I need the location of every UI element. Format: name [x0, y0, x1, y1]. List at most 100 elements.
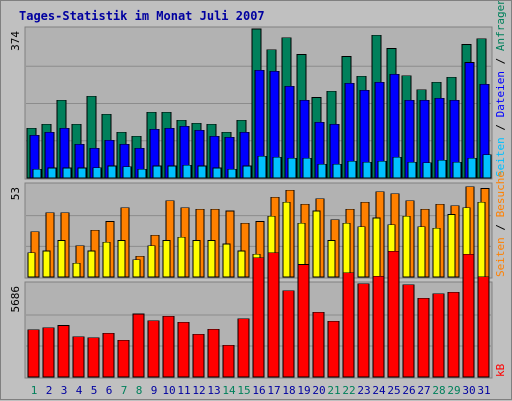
pages-bar [92, 167, 102, 179]
sites-bar [177, 236, 186, 278]
legend-separator: / [494, 51, 507, 71]
kb-bar [117, 339, 130, 378]
sites-bar [432, 228, 441, 278]
pages-bar [482, 154, 492, 179]
x-tick-label: 31 [477, 384, 490, 397]
kb-bar [447, 291, 460, 378]
x-tick-label: 21 [327, 384, 340, 397]
pages-bar [452, 161, 462, 179]
pages-bar [437, 159, 447, 179]
pages-bar [107, 165, 117, 179]
legend-separator: / [494, 217, 507, 237]
x-tick-label: 5 [91, 384, 98, 397]
kb-bar [102, 332, 115, 378]
sites-bar [57, 240, 66, 278]
sites-bar [42, 250, 51, 278]
x-tick-label: 11 [177, 384, 190, 397]
kb-bar [297, 264, 310, 378]
pages-bar [47, 167, 57, 179]
sites-bar [27, 252, 36, 278]
ymax-label-hits: 374 [9, 31, 22, 51]
x-tick-label: 14 [222, 384, 236, 397]
kb-bar [237, 318, 250, 378]
x-tick-label: 13 [207, 384, 220, 397]
pages-bar [347, 160, 357, 179]
kb-bar [72, 336, 85, 378]
kb-bar [312, 312, 325, 378]
pages-bar [242, 165, 252, 179]
pages-bar [227, 168, 237, 179]
bars [26, 28, 492, 378]
kb-bar [462, 254, 475, 378]
x-tick-label: 10 [162, 384, 175, 397]
legend-hits-pages: Seiten [494, 137, 507, 177]
legend-visits: Seiten / Besuche [494, 171, 507, 277]
pages-bar [317, 163, 327, 179]
sites-bar [357, 226, 366, 278]
x-tick-label: 17 [267, 384, 280, 397]
x-tick-label: 22 [342, 384, 355, 397]
x-tick-label: 26 [402, 384, 415, 397]
sites-bar [102, 241, 111, 278]
kb-bar [402, 284, 415, 378]
pages-bar [302, 157, 312, 179]
kb-bar [177, 321, 190, 378]
kb-bar [42, 327, 55, 378]
pages-bar [182, 164, 192, 179]
sites-bar [192, 240, 201, 278]
ymax-label-visits: 53 [9, 187, 22, 200]
pages-bar [377, 160, 387, 179]
legend-separator: / [494, 117, 507, 137]
pages-bar [272, 156, 282, 179]
kb-bar [417, 298, 430, 378]
pages-bar [257, 155, 267, 179]
legend-hits-requests: Anfragen [494, 1, 507, 51]
pages-bar [467, 157, 477, 179]
kb-bar [162, 315, 175, 378]
kb-bar [267, 252, 280, 378]
sites-bar [312, 210, 321, 278]
ymax-label-kb: 5686 [9, 286, 22, 313]
x-tick-label: 16 [252, 384, 265, 397]
pages-bar [77, 167, 87, 179]
kb-bar [327, 321, 340, 378]
pages-bar [287, 157, 297, 179]
x-tick-label: 4 [76, 384, 83, 397]
x-tick-label: 24 [372, 384, 386, 397]
sites-bar [237, 250, 246, 278]
sites-bar [372, 217, 381, 278]
sites-bar [222, 243, 231, 278]
sites-bar [87, 250, 96, 278]
pages-bar [122, 166, 132, 179]
sites-bar [477, 202, 486, 278]
sites-bar [342, 222, 351, 278]
legend-hits-files: Dateien [494, 71, 507, 117]
kb-bar [222, 344, 235, 378]
sites-bar [417, 226, 426, 278]
sites-bar [447, 214, 456, 278]
sites-bar [327, 240, 336, 278]
sites-bar [117, 240, 126, 278]
legend-kb: kB [494, 363, 507, 377]
kb-bar [207, 328, 220, 378]
kb-bar [387, 251, 400, 378]
kb-bar [87, 337, 100, 378]
title-strip [3, 3, 509, 25]
x-tick-label: 9 [151, 384, 158, 397]
kb-bar [432, 293, 445, 378]
pages-bar [212, 167, 222, 179]
x-tick-label: 19 [297, 384, 310, 397]
legend-visits-visits: Besuche [494, 171, 507, 217]
x-tick-label: 1 [31, 384, 38, 397]
kb-bar [252, 257, 265, 378]
x-tick-label: 20 [312, 384, 325, 397]
pages-bar [332, 163, 342, 179]
kb-bar [477, 276, 490, 378]
kb-bar [357, 283, 370, 378]
x-tick-label: 28 [432, 384, 445, 397]
x-tick-label: 12 [192, 384, 205, 397]
kb-bar [27, 329, 40, 378]
legend-visits-pages: Seiten [494, 237, 507, 277]
